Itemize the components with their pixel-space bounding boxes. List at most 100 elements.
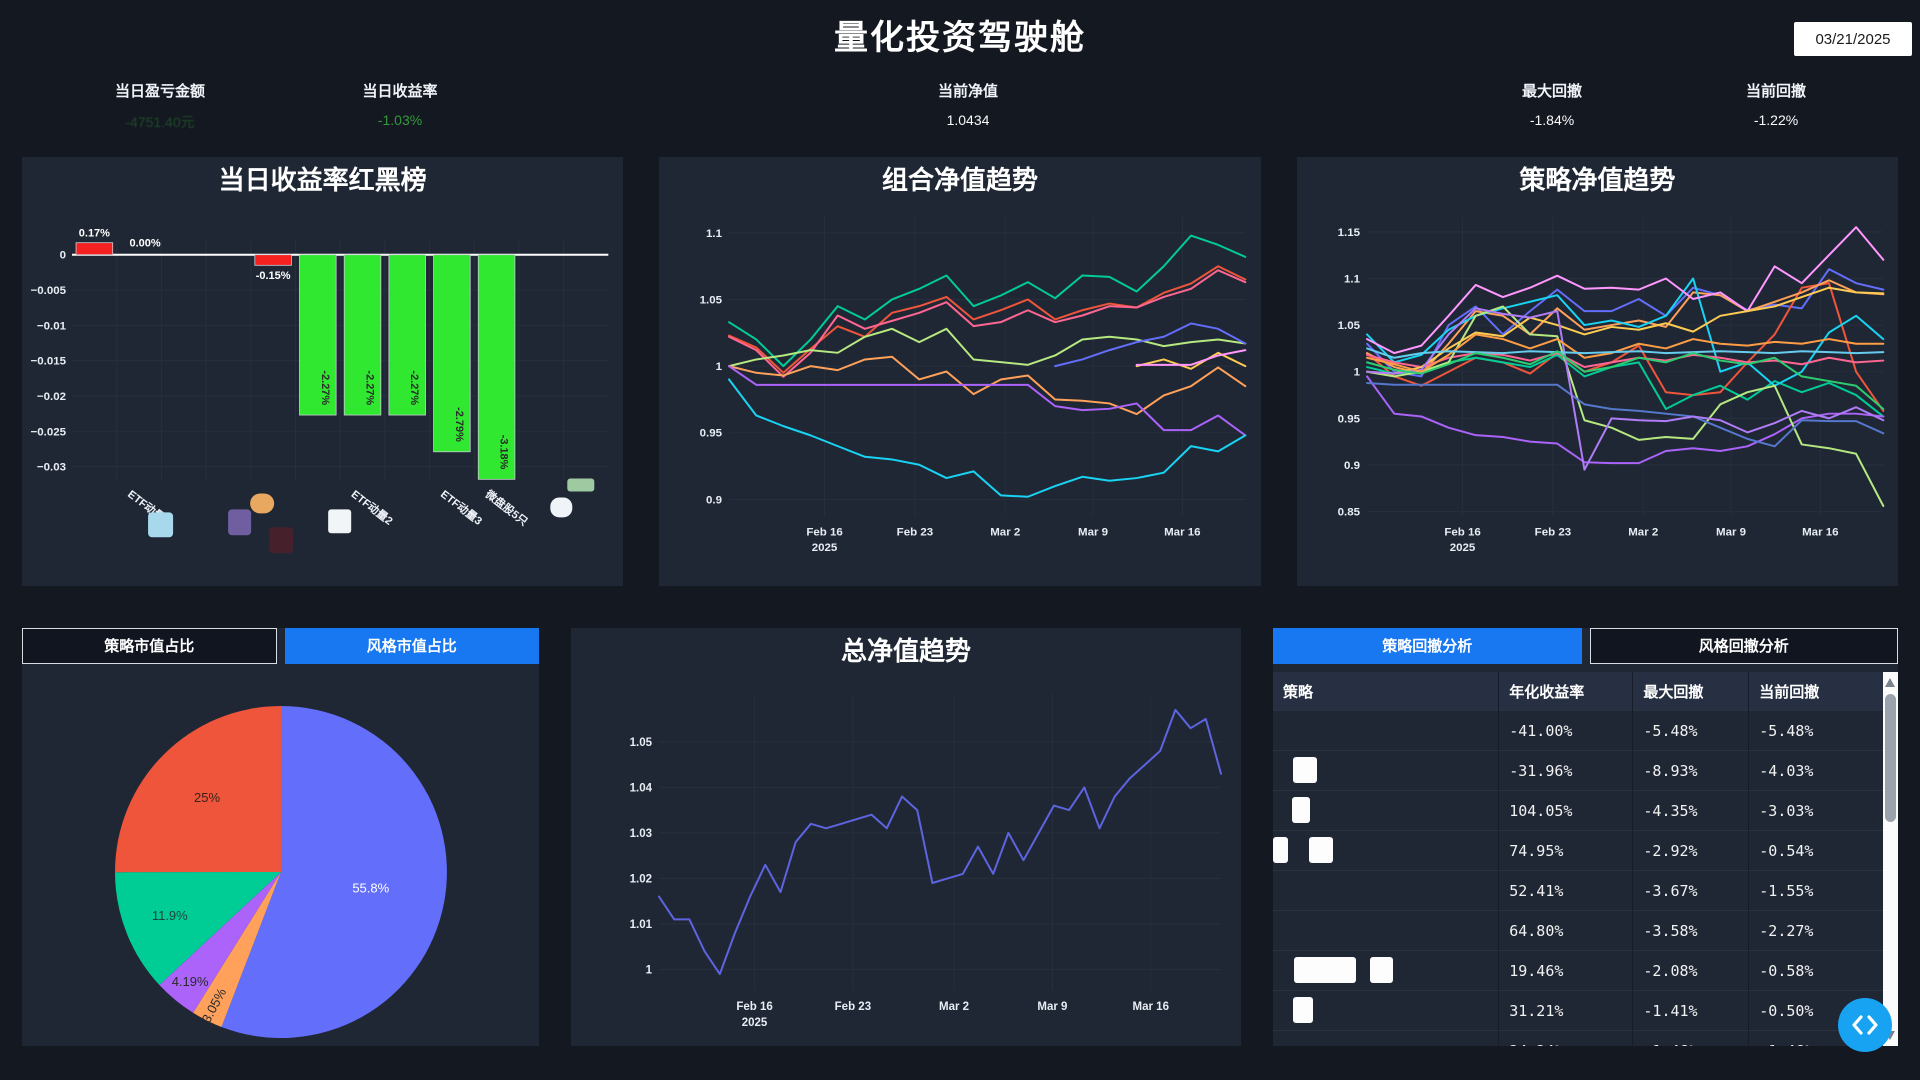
svg-text:0.9: 0.9 [706, 494, 722, 506]
scrollbar-up-icon[interactable] [1885, 678, 1895, 687]
panel-title: 策略净值趋势 [1519, 165, 1676, 195]
kpi-value: -4751.40元 [125, 114, 195, 130]
table-cell: -3.67% [1632, 870, 1749, 911]
table-cell: -4.35% [1632, 790, 1749, 831]
kpi-value: -1.03% [377, 112, 423, 128]
svg-text:1: 1 [716, 361, 723, 373]
svg-text:1.15: 1.15 [1337, 227, 1360, 239]
code-chevrons-icon [1852, 1015, 1878, 1035]
tab-strategy-market-value[interactable]: 策略市值占比 [22, 628, 277, 664]
date-input[interactable]: 03/21/2025 [1794, 22, 1912, 56]
table-cell: -3.03% [1748, 790, 1883, 831]
table-row: 19.46% -2.08% -0.58% [1273, 950, 1883, 991]
kpi-label: 当日盈亏金额 [114, 83, 206, 100]
svg-text:4.19%: 4.19% [172, 974, 209, 989]
drawdown-tabs: 策略回撤分析 风格回撤分析 [1273, 628, 1898, 666]
table-cell: 64.80% [1498, 910, 1633, 951]
table-cell: -31.96% [1498, 750, 1633, 791]
svg-text:Feb 16: Feb 16 [807, 526, 843, 538]
table-header-cell: 当前回撤 [1748, 672, 1883, 711]
table-cell: -5.48% [1748, 710, 1883, 751]
svg-text:Feb 23: Feb 23 [1534, 526, 1570, 538]
panel-portfolio-nav-trend: 组合净值趋势 0.9 0.95 1 1.05 1.1 Feb 16 2025 Feb 23 Ma… [659, 157, 1261, 586]
table-header-row: 策略 年化收益率 最大回撤 当前回撤 [1273, 672, 1883, 711]
svg-text:0.9: 0.9 [1344, 460, 1360, 472]
redaction-blob [1292, 797, 1310, 823]
table-header-cell: 年化收益率 [1498, 672, 1633, 711]
table-cell: -41.00% [1498, 710, 1633, 751]
svg-text:55.8%: 55.8% [352, 881, 389, 896]
panel-title: 当日收益率红黑榜 [218, 165, 427, 195]
svg-text:微盘股5只: 微盘股5只 [482, 486, 531, 528]
panel-title: 组合净值趋势 [881, 165, 1038, 195]
svg-text:−0.005: −0.005 [31, 285, 67, 297]
svg-text:−0.02: −0.02 [37, 391, 66, 403]
strategy-name-cell [1273, 790, 1499, 831]
kpi-value: -1.84% [1529, 112, 1575, 128]
svg-text:1.1: 1.1 [1344, 273, 1361, 285]
table-cell: 19.46% [1498, 950, 1633, 991]
svg-text:1.05: 1.05 [1337, 320, 1360, 332]
svg-text:0.85: 0.85 [1337, 507, 1360, 519]
svg-text:1.05: 1.05 [700, 295, 723, 307]
panel-strategy-nav-trend: 策略净值趋势 0.85 0.9 0.95 1 1.05 1.1 1.15 Feb 16 2025… [1296, 157, 1898, 586]
expand-code-button[interactable] [1838, 998, 1892, 1052]
svg-text:Mar 16: Mar 16 [1802, 526, 1838, 538]
scrollbar-thumb[interactable] [1885, 694, 1896, 822]
svg-text:2025: 2025 [1449, 542, 1475, 554]
svg-text:0.95: 0.95 [700, 428, 723, 440]
strategy-name-cell [1273, 910, 1499, 951]
kpi-daily-pnl: 当日盈亏金额 -4751.40元 [115, 80, 205, 132]
redaction-blob [1293, 997, 1313, 1023]
kpi-max-drawdown: 最大回撤 -1.84% [1522, 80, 1582, 128]
tab-style-drawdown[interactable]: 风格回撤分析 [1589, 628, 1898, 664]
svg-text:−0.01: −0.01 [37, 320, 67, 332]
scrollbar-down-icon[interactable] [1885, 1031, 1895, 1040]
panel-title: 总净值趋势 [840, 636, 971, 666]
table-cell: 31.21% [1498, 990, 1633, 1031]
svg-text:Mar 2: Mar 2 [991, 526, 1021, 538]
pie-tabs: 策略市值占比 风格市值占比 [22, 628, 539, 666]
svg-text:ETF动量2: ETF动量2 [349, 487, 396, 528]
tab-style-market-value[interactable]: 风格市值占比 [284, 628, 539, 664]
svg-text:−0.025: −0.025 [31, 426, 67, 438]
svg-text:Mar 16: Mar 16 [1164, 526, 1200, 538]
svg-text:Mar 9: Mar 9 [1078, 526, 1108, 538]
svg-text:ETF动量3: ETF动量3 [438, 487, 485, 528]
redaction-blob [1293, 757, 1317, 783]
table-header-cell: 最大回撤 [1632, 672, 1749, 711]
svg-text:Mar 2: Mar 2 [939, 1001, 969, 1013]
strategy-name-cell [1273, 1030, 1499, 1046]
tab-strategy-drawdown[interactable]: 策略回撤分析 [1273, 628, 1582, 664]
svg-text:Feb 16: Feb 16 [736, 1001, 772, 1013]
svg-text:1.02: 1.02 [630, 873, 652, 885]
kpi-label: 最大回撤 [1521, 83, 1583, 100]
strategy-nav-line-chart: 0.85 0.9 0.95 1 1.05 1.1 1.15 Feb 16 2025 Feb 23 M… [1297, 199, 1898, 586]
table-cell: -8.93% [1632, 750, 1749, 791]
redaction-blob [1370, 957, 1393, 983]
svg-text:-2.79%: -2.79% [453, 407, 465, 442]
svg-text:0.17%: 0.17% [79, 228, 110, 240]
kpi-value: -1.22% [1753, 112, 1799, 128]
table-cell: -1.41% [1632, 990, 1749, 1031]
svg-text:11.9%: 11.9% [152, 908, 188, 923]
table-header-cell: 策略 [1273, 672, 1499, 711]
svg-text:Mar 2: Mar 2 [1628, 526, 1658, 538]
svg-text:2025: 2025 [812, 542, 838, 554]
strategy-name-cell [1273, 950, 1499, 991]
svg-text:Feb 23: Feb 23 [835, 1001, 871, 1013]
table-row: 31.21% -1.41% -0.50% [1273, 990, 1883, 1031]
table-row: 104.05% -4.35% -3.03% [1273, 790, 1883, 831]
panel-market-value-pie: 策略市值占比 风格市值占比 55.8% 3.05% 4.19% 11.9% 25% [22, 628, 539, 1046]
svg-text:25%: 25% [194, 790, 220, 805]
table-cell: 52.41% [1498, 870, 1633, 911]
kpi-label: 当前净值 [937, 83, 999, 100]
drawdown-table: 策略 年化收益率 最大回撤 当前回撤 -41.00% -5.48% -5.48% -31.96… [1273, 672, 1883, 1046]
table-scrollbar[interactable] [1883, 672, 1898, 1046]
market-value-pie-chart: 55.8% 3.05% 4.19% 11.9% 25% [22, 672, 539, 1046]
table-cell: 74.95% [1498, 830, 1633, 871]
total-nav-line-chart: 1 1.01 1.02 1.03 1.04 1.05 Feb 16 2025 Feb 23 Mar… [571, 672, 1241, 1046]
table-row: 52.41% -3.67% -1.55% [1273, 870, 1883, 911]
portfolio-nav-line-chart: 0.9 0.95 1 1.05 1.1 Feb 16 2025 Feb 23 Mar 2 Mar … [659, 199, 1260, 586]
